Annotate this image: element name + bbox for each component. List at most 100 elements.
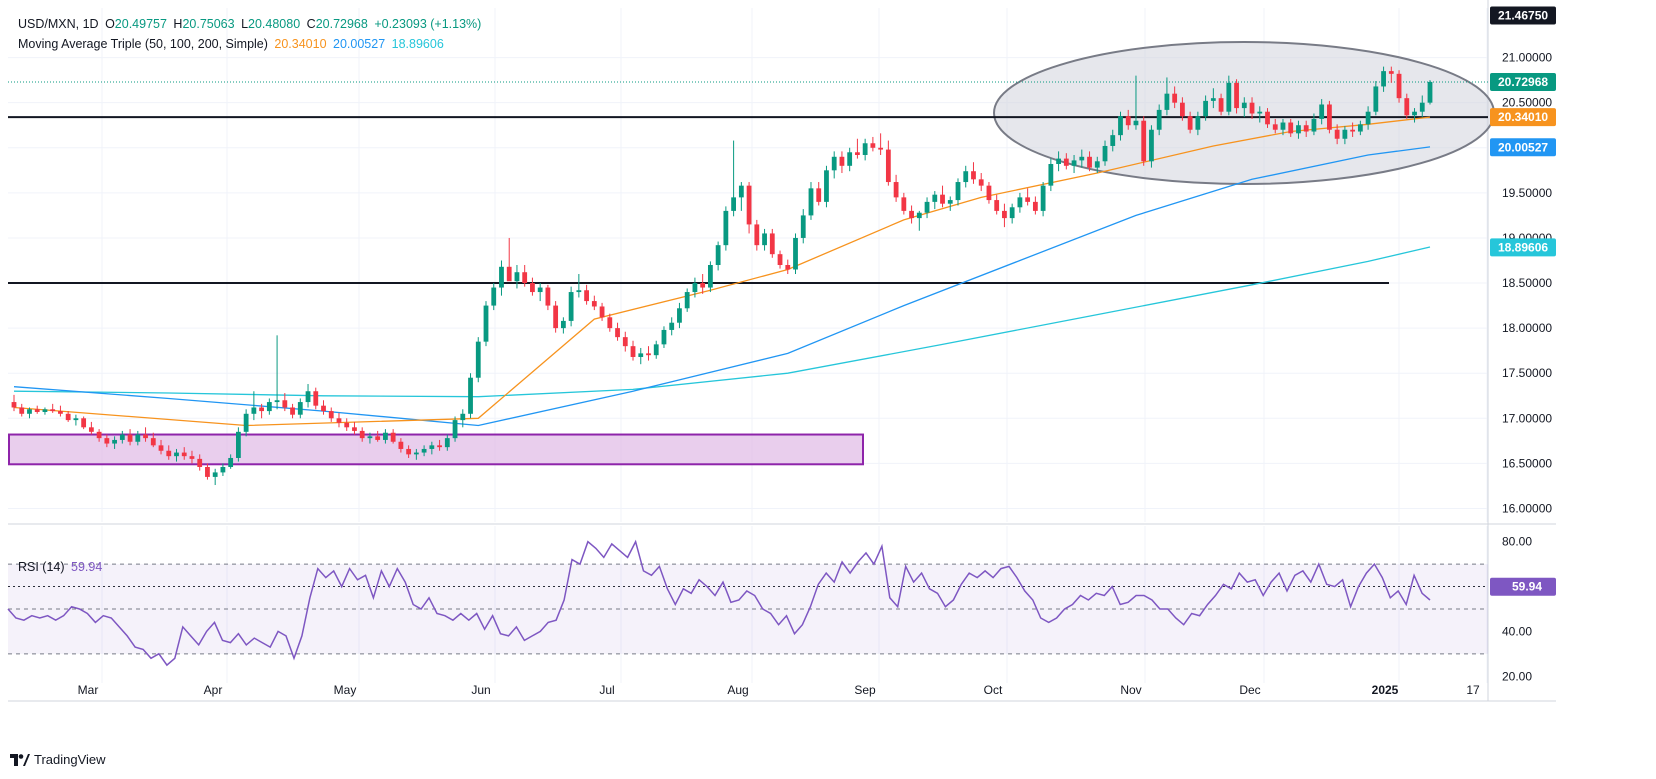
candle-body — [1032, 201, 1038, 211]
candle-body — [189, 456, 195, 459]
time-tick-label: Jun — [471, 683, 490, 697]
candle-body — [112, 439, 117, 444]
candle-body — [1149, 129, 1154, 162]
time-tick-label: Oct — [984, 683, 1003, 697]
candle-body — [367, 436, 373, 439]
price-tick-label: 17.50000 — [1502, 366, 1552, 380]
candle-body — [259, 407, 265, 412]
candle-body — [104, 438, 110, 444]
tradingview-logo[interactable]: TradingView — [10, 752, 106, 767]
candle-body — [1218, 98, 1224, 112]
candle-body — [545, 287, 551, 306]
candle-body — [862, 143, 868, 155]
candle-body — [746, 185, 752, 225]
rsi-legend: RSI (14) 59.94 — [18, 560, 105, 574]
rsi-value-box — [1490, 577, 1556, 596]
candle-body — [444, 438, 450, 448]
candle-body — [96, 431, 102, 439]
candle-body — [413, 452, 419, 455]
price-tick-label: 17.00000 — [1502, 411, 1552, 425]
symbol-label: USD/MXN, 1D — [18, 17, 99, 31]
candle-body — [1172, 93, 1178, 103]
candle-body — [1179, 102, 1185, 117]
candle-body — [514, 272, 520, 282]
candle-body — [885, 149, 891, 183]
symbol-legend: USD/MXN, 1D O20.49757 H20.75063 L20.4808… — [18, 17, 484, 31]
candle-body — [630, 346, 636, 357]
candle-body — [847, 152, 853, 166]
candle-body — [1017, 197, 1023, 208]
candle-body — [955, 182, 961, 201]
candle-body — [19, 407, 25, 414]
price-label-text: 21.46750 — [1498, 8, 1548, 22]
price-label-box — [1490, 108, 1556, 127]
candle-body — [274, 400, 280, 403]
candle-body — [615, 328, 620, 338]
candle-body — [483, 305, 489, 342]
candle-body — [1427, 81, 1433, 103]
candle-body — [1009, 207, 1015, 219]
candle-body — [468, 377, 473, 414]
rsi-value-label: 59.94 — [1512, 580, 1542, 594]
candle-body — [731, 197, 737, 211]
candle-body — [824, 170, 829, 202]
candle-body — [1265, 111, 1270, 125]
candle-body — [491, 287, 497, 306]
candle-body — [808, 188, 814, 216]
candle-body — [390, 432, 396, 442]
candle-body — [1079, 156, 1085, 161]
candle-body — [81, 418, 87, 428]
ma200-value: 18.89606 — [391, 37, 444, 51]
candle-body — [800, 215, 806, 238]
candle-body — [359, 430, 365, 439]
price-tick-label: 18.50000 — [1502, 276, 1552, 290]
candle-body — [1071, 160, 1077, 166]
candle-body — [769, 233, 775, 255]
price-label-box — [1490, 138, 1556, 157]
candle-body — [27, 409, 32, 414]
candle-body — [1241, 102, 1247, 109]
candle-body — [1327, 104, 1332, 130]
candle-body — [11, 402, 17, 408]
candle-body — [568, 292, 574, 321]
candle-body — [994, 200, 1000, 211]
candle-body — [978, 179, 984, 186]
time-tick-label: Apr — [204, 683, 223, 697]
time-tick-label: 17 — [1466, 683, 1480, 697]
candle-body — [785, 265, 791, 270]
candle-body — [297, 402, 303, 415]
candle-body — [909, 210, 914, 219]
candle-body — [336, 418, 342, 423]
time-tick-label: Mar — [78, 683, 99, 697]
candle-body — [1350, 129, 1356, 132]
candle-body — [901, 197, 907, 211]
candle-body — [522, 272, 528, 284]
candle-body — [135, 434, 141, 442]
price-tick-label: 18.00000 — [1502, 321, 1552, 335]
candle-body — [266, 402, 272, 412]
candle-body — [197, 458, 203, 467]
price-label-text: 20.72968 — [1498, 75, 1548, 89]
candle-body — [855, 152, 860, 155]
rsi-tick-label: 40.00 — [1502, 624, 1532, 638]
candle-body — [73, 418, 79, 421]
ohlc-high-key: H — [173, 17, 183, 31]
candle-body — [1357, 124, 1363, 132]
candle-body — [1210, 98, 1216, 101]
candle-body — [228, 457, 234, 467]
candle-body — [986, 185, 992, 201]
candle-body — [282, 400, 288, 408]
price-label-text: 18.89606 — [1498, 240, 1548, 254]
candle-body — [127, 434, 133, 442]
candle-body — [305, 391, 311, 403]
candle-body — [1226, 82, 1232, 112]
candle-body — [1094, 161, 1100, 168]
candle-body — [1272, 124, 1278, 130]
ohlc-low-key: L — [241, 17, 249, 31]
brand-label: TradingView — [34, 752, 106, 767]
candle-body — [607, 317, 613, 329]
time-tick-label: Jul — [599, 683, 614, 697]
time-tick-label: Sep — [854, 683, 876, 697]
price-tick-label: 16.50000 — [1502, 456, 1552, 470]
